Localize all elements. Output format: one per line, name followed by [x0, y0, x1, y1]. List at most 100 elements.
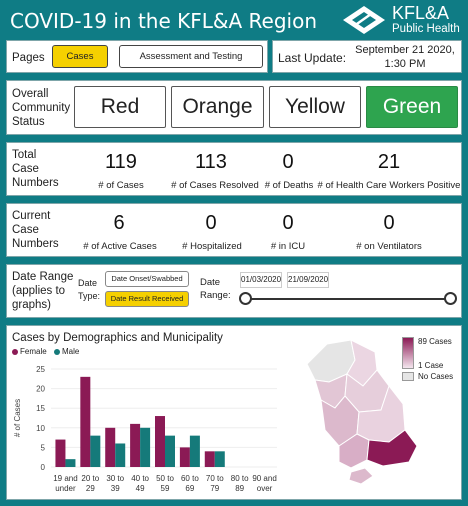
- status-label-line3: Status: [12, 116, 45, 128]
- date-slider-track[interactable]: [245, 298, 451, 300]
- bar-male: [115, 443, 126, 467]
- hospitalized-label: # Hospitalized: [182, 241, 242, 252]
- bar-female: [105, 427, 116, 467]
- last-update-card: Last Update: September 21 2020, 1:30 PM: [272, 40, 462, 73]
- page-title: COVID-19 in the KFL&A Region: [10, 9, 317, 33]
- bar-female: [204, 451, 215, 467]
- map-legend-max: 89 Cases: [418, 337, 452, 346]
- map-region-kingston: [366, 429, 418, 467]
- tab-assessment-testing[interactable]: Assessment and Testing: [119, 45, 263, 68]
- ventilators-value: 0: [383, 212, 395, 234]
- map-region-island: [348, 467, 374, 485]
- bar-female: [130, 423, 141, 467]
- total-label-line2: Case: [12, 163, 39, 175]
- last-update-date: September 21 2020,: [355, 44, 455, 56]
- female-legend-label: Female: [20, 347, 47, 356]
- status-label-line1: Overall: [12, 88, 49, 100]
- bar-female: [179, 447, 190, 467]
- x-tick-label: 80 to: [231, 474, 249, 483]
- bar-male: [90, 435, 101, 467]
- date-type-label-line2: Type:: [78, 291, 101, 301]
- x-tick-label: 29: [86, 484, 95, 493]
- hcw-positive-label: # of Health Care Workers Positive: [317, 180, 461, 191]
- map-legend-none: No Cases: [418, 372, 454, 381]
- tab-cases[interactable]: Cases: [52, 45, 108, 68]
- active-cases-value: 6: [113, 212, 125, 234]
- x-tick-label: over: [257, 484, 273, 493]
- cases-resolved-value: 113: [195, 151, 227, 173]
- male-legend-label: Male: [62, 347, 80, 356]
- date-slider-end-handle[interactable]: [444, 292, 457, 305]
- x-tick-label: 40 to: [131, 474, 149, 483]
- x-tick-label: 39: [111, 484, 120, 493]
- current-label-line3: Numbers: [12, 238, 59, 250]
- active-cases-label: # of Active Cases: [83, 241, 157, 252]
- x-tick-label: 50 to: [156, 474, 174, 483]
- x-tick-label: 20 to: [81, 474, 99, 483]
- total-cases-label: # of Cases: [98, 180, 144, 191]
- x-tick-label: 90 and: [252, 474, 276, 483]
- y-tick-label: 25: [36, 365, 45, 374]
- x-tick-label: 69: [185, 484, 194, 493]
- current-label-line1: Current: [12, 210, 51, 222]
- date-onset-swabbed-option[interactable]: Date Onset/Swabbed: [105, 271, 189, 287]
- bar-female: [55, 439, 66, 467]
- date-result-received-option[interactable]: Date Result Received: [105, 291, 189, 307]
- bar-male: [214, 451, 225, 467]
- deaths-value: 0: [282, 151, 294, 173]
- bar-male: [65, 459, 76, 467]
- male-legend-marker: [54, 349, 60, 355]
- y-axis-label: # of Cases: [13, 399, 22, 437]
- status-orange-button[interactable]: Orange: [171, 86, 264, 128]
- y-tick-label: 0: [41, 463, 46, 472]
- last-update-label: Last Update:: [278, 51, 347, 65]
- y-tick-label: 5: [41, 443, 46, 452]
- x-tick-label: 79: [210, 484, 219, 493]
- status-green-button[interactable]: Green: [366, 86, 458, 128]
- cases-resolved-label: # of Cases Resolved: [171, 180, 259, 191]
- map-legend-min: 1 Case: [418, 361, 444, 370]
- last-update-time: 1:30 PM: [384, 58, 426, 70]
- date-slider-start-handle[interactable]: [239, 292, 252, 305]
- x-tick-label: 19 and: [53, 474, 77, 483]
- female-legend-marker: [12, 349, 18, 355]
- hcw-positive-value: 21: [377, 151, 401, 173]
- bar-male: [165, 435, 175, 467]
- bar-female: [155, 416, 165, 467]
- y-tick-label: 15: [36, 404, 45, 413]
- date-range-label-line1: Date Range: [12, 271, 74, 283]
- x-tick-label: 30 to: [106, 474, 124, 483]
- municipality-map[interactable]: [299, 334, 425, 496]
- date-type-label-line1: Date: [78, 278, 98, 288]
- pages-label: Pages: [12, 52, 45, 64]
- deaths-label: # of Deaths: [264, 180, 314, 191]
- total-cases-value: 119: [105, 151, 137, 173]
- date-range-label-line2: (applies to: [12, 285, 66, 297]
- y-tick-label: 10: [36, 424, 45, 433]
- logo-line1: KFL&A: [392, 3, 450, 23]
- icu-value: 0: [282, 212, 294, 234]
- x-tick-label: 59: [161, 484, 170, 493]
- status-yellow-button[interactable]: Yellow: [269, 86, 361, 128]
- total-numbers-card: Total Case Numbers 119 # of Cases 113 # …: [6, 142, 462, 196]
- end-date-input[interactable]: 21/09/2020: [287, 272, 329, 288]
- y-tick-label: 20: [36, 385, 45, 394]
- start-date-input[interactable]: 01/03/2020: [240, 272, 282, 288]
- status-red-button[interactable]: Red: [74, 86, 166, 128]
- x-tick-label: 89: [235, 484, 244, 493]
- x-tick-label: 60 to: [181, 474, 199, 483]
- total-label-line3: Numbers: [12, 177, 59, 189]
- x-tick-label: 49: [136, 484, 145, 493]
- icu-label: # in ICU: [270, 241, 306, 252]
- pages-card: Pages Cases Assessment and Testing: [6, 40, 268, 73]
- current-label-line2: Case: [12, 224, 39, 236]
- x-tick-label: 70 to: [206, 474, 224, 483]
- logo-line2: Public Health: [392, 23, 460, 35]
- x-tick-label: under: [55, 484, 76, 493]
- demographics-card: Cases by Demographics and Municipality F…: [6, 325, 462, 500]
- ventilators-label: # on Ventilators: [356, 241, 422, 252]
- bar-male: [189, 435, 200, 467]
- map-legend-none-swatch: [402, 372, 414, 381]
- hospitalized-value: 0: [205, 212, 217, 234]
